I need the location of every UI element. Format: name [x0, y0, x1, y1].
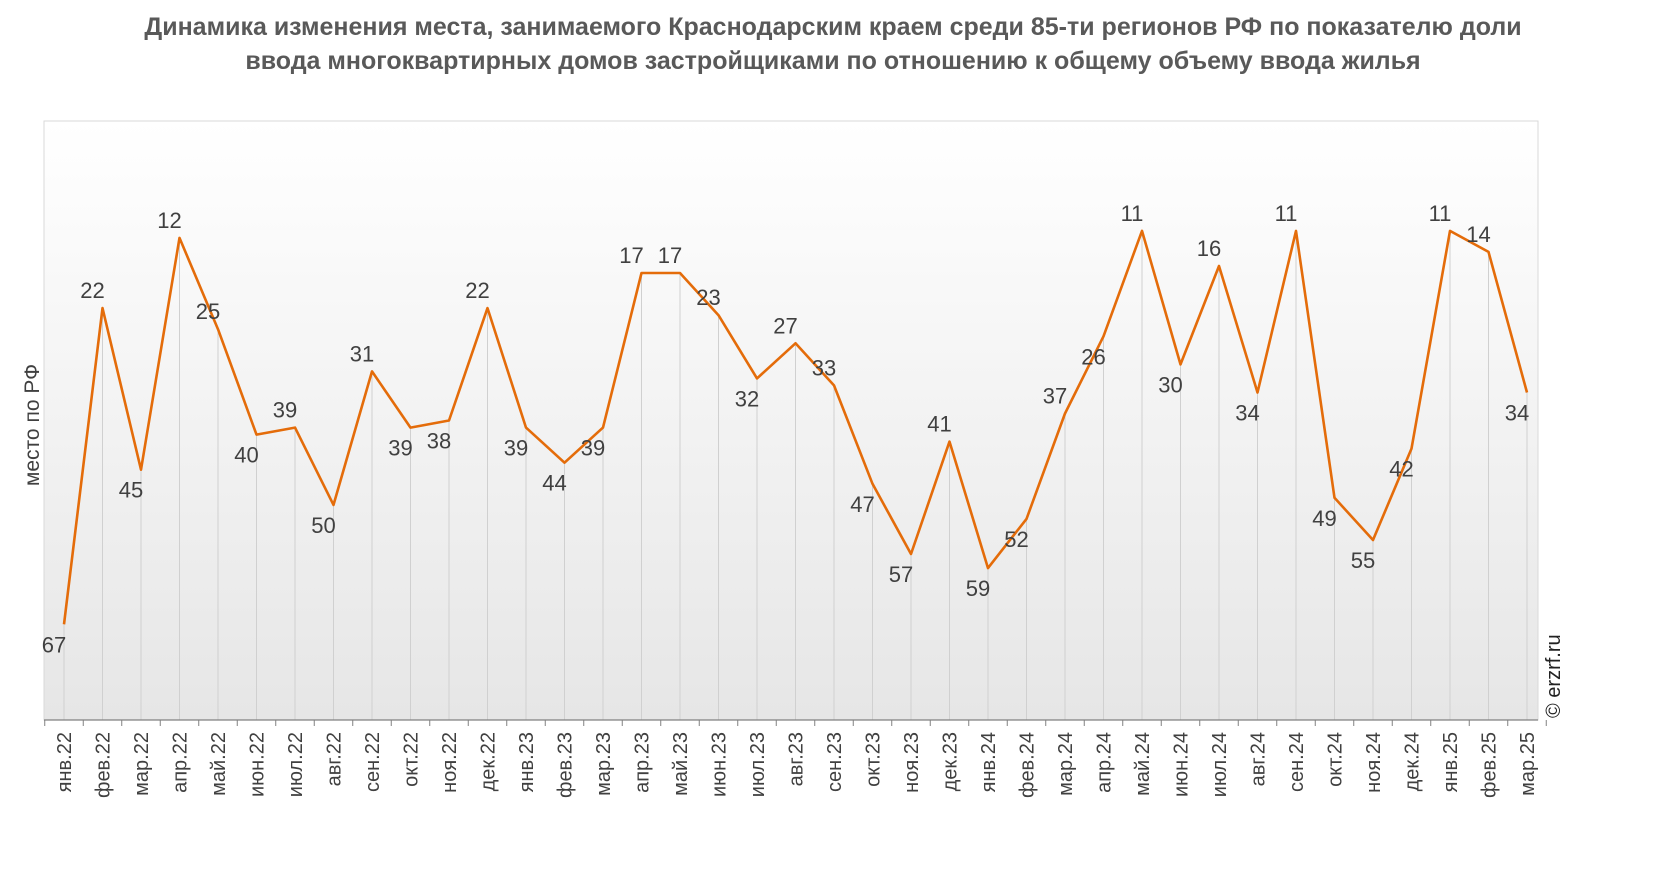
data-label: 14: [1466, 222, 1490, 247]
x-tick-label: мар.22: [131, 732, 153, 796]
data-label: 47: [850, 492, 874, 517]
data-label: 55: [1351, 548, 1375, 573]
copyright-text: © erzrf.ru: [1543, 634, 1565, 718]
data-label: 33: [812, 355, 836, 380]
plot-area: [43, 120, 1539, 721]
x-tick-label: янв.25: [1440, 732, 1462, 792]
x-tick-label: фев.23: [555, 732, 577, 798]
x-axis: [44, 719, 1547, 726]
x-tick-label: июн.23: [709, 732, 731, 797]
data-label: 25: [196, 299, 220, 324]
x-tick-label: апр.23: [632, 732, 654, 793]
data-label: 50: [311, 513, 335, 538]
x-tick-label: июн.22: [247, 732, 269, 797]
series-line: [62, 229, 1529, 625]
data-label: 11: [1121, 201, 1144, 226]
x-tick-label: июл.23: [747, 732, 769, 797]
data-label: 34: [1235, 400, 1259, 425]
data-label: 34: [1505, 400, 1529, 425]
x-tick-label: янв.23: [516, 732, 538, 792]
x-tick-label: окт.22: [401, 732, 423, 787]
data-label: 67: [42, 632, 66, 657]
data-label: 45: [119, 478, 143, 503]
x-tick-label: фев.24: [1017, 732, 1039, 798]
data-label: 17: [619, 243, 643, 268]
x-tick-label: окт.23: [863, 732, 885, 787]
data-label: 38: [427, 429, 451, 454]
x-tick-label: сен.24: [1286, 732, 1308, 792]
data-label: 37: [1043, 384, 1067, 409]
chart-title: Динамика изменения места, занимаемого Кр…: [144, 13, 1522, 75]
y-axis-label: место по РФ: [21, 364, 44, 486]
x-tick-label: май.22: [208, 732, 230, 796]
x-tick-label: дек.23: [940, 732, 962, 791]
data-label: 59: [966, 576, 990, 601]
data-label: 26: [1081, 344, 1105, 369]
data-label: 22: [80, 278, 104, 303]
data-label: 31: [350, 341, 374, 366]
x-tick-label: сен.23: [824, 732, 846, 792]
x-tick-label: июн.24: [1171, 732, 1193, 797]
data-labels: 67 22 45 12 25 40 39 50 31 39 38 22 39 44 39 17 17 23 32 27…: [42, 201, 1529, 657]
data-label: 39: [273, 398, 297, 423]
x-tick-label: дек.24: [1402, 732, 1424, 791]
x-tick-label: дек.22: [478, 732, 500, 791]
x-tick-label: мар.23: [593, 732, 615, 796]
x-tick-label: июл.24: [1209, 732, 1231, 797]
x-tick-label: янв.24: [978, 732, 1000, 792]
data-label: 39: [504, 436, 528, 461]
data-label: 52: [1004, 527, 1028, 552]
x-tick-label: апр.24: [1094, 732, 1116, 793]
series-path: [62, 229, 1529, 625]
x-tick-label: авг.24: [1248, 732, 1270, 786]
data-label: 40: [234, 443, 258, 468]
x-tick-label: ноя.22: [439, 732, 461, 793]
x-tick-label: апр.22: [170, 732, 192, 793]
drop-lines: [63, 230, 1528, 720]
x-tick-label: янв.22: [54, 732, 76, 792]
x-tick-label: ноя.24: [1363, 732, 1385, 793]
data-label: 57: [889, 562, 913, 587]
data-label: 39: [388, 436, 412, 461]
x-tick-label: июл.22: [285, 732, 307, 797]
data-label: 39: [581, 436, 605, 461]
x-tick-label: фев.25: [1479, 732, 1501, 798]
x-tick-label: май.24: [1132, 732, 1154, 796]
data-label: 27: [773, 313, 797, 338]
data-label: 32: [735, 386, 759, 411]
x-tick-labels: янв.22 фев.22 мар.22 апр.22 май.22 июн.22 июл.…: [54, 732, 1539, 798]
data-label: 41: [927, 412, 951, 437]
x-tick-label: авг.23: [786, 732, 808, 786]
data-label: 11: [1275, 201, 1298, 226]
x-tick-label: сен.22: [362, 732, 384, 792]
data-label: 11: [1429, 201, 1452, 226]
x-tick-label: авг.22: [324, 732, 346, 786]
data-label: 17: [658, 243, 682, 268]
x-tick-label: мар.24: [1055, 732, 1077, 796]
data-label: 44: [542, 471, 566, 496]
data-label: 23: [696, 285, 720, 310]
x-tick-label: фев.22: [93, 732, 115, 798]
data-label: 42: [1389, 457, 1413, 482]
x-tick-label: май.23: [670, 732, 692, 796]
data-label: 22: [465, 278, 489, 303]
x-tick-label: окт.24: [1325, 732, 1347, 787]
data-label: 30: [1158, 372, 1182, 397]
data-label: 12: [157, 208, 181, 233]
x-tick-label: ноя.23: [901, 732, 923, 793]
data-label: 49: [1312, 506, 1336, 531]
x-tick-label: мар.25: [1517, 732, 1539, 796]
data-label: 16: [1197, 236, 1221, 261]
